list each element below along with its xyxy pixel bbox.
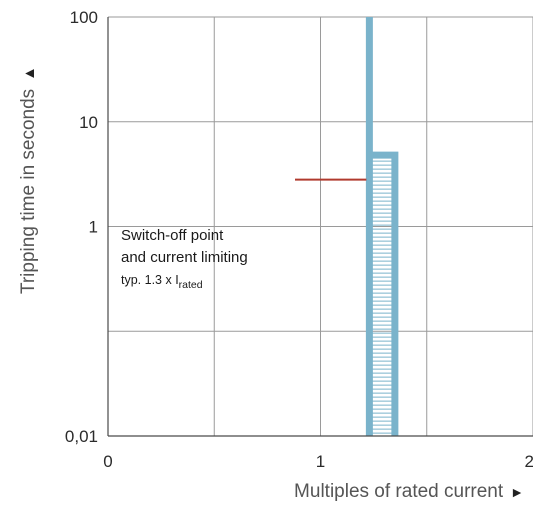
x-tick-labels: 0 1 2 [103, 452, 533, 471]
annotation-line-3-subscript: rated [179, 279, 203, 291]
y-tick-labels: 0,01 1 10 100 [65, 8, 98, 446]
plot-frame [107, 17, 533, 437]
y-axis-title-text: Tripping time in seconds [18, 89, 39, 294]
x-axis-title: Multiples of rated current ► [294, 481, 524, 502]
y-tick-label-0: 0,01 [65, 427, 98, 446]
annotation-line-2: and current limiting [121, 249, 248, 266]
x-axis-title-text: Multiples of rated current [294, 481, 504, 502]
grid [108, 16, 533, 436]
annotation: Switch-off point and current limiting ty… [121, 178, 367, 291]
tripping-curve [365, 17, 399, 436]
annotation-line-3: typ. 1.3 x Irated [121, 273, 203, 291]
y-tick-label-3: 100 [70, 8, 98, 27]
x-tick-label-0: 0 [103, 452, 112, 471]
y-axis-arrow-icon: ▲ [21, 66, 38, 81]
x-tick-label-2: 2 [525, 452, 533, 471]
curve-line-1 [369, 151, 399, 436]
annotation-line-3-prefix: typ. 1.3 x I [121, 273, 179, 287]
x-tick-label-1: 1 [316, 452, 325, 471]
y-axis-title: Tripping time in seconds ▲ [18, 66, 39, 294]
tripping-band [369, 160, 395, 434]
x-axis-arrow-icon: ► [510, 484, 524, 500]
y-tick-label-2: 10 [79, 113, 98, 132]
annotation-line-1: Switch-off point [121, 227, 224, 244]
y-tick-label-1: 1 [89, 218, 98, 237]
